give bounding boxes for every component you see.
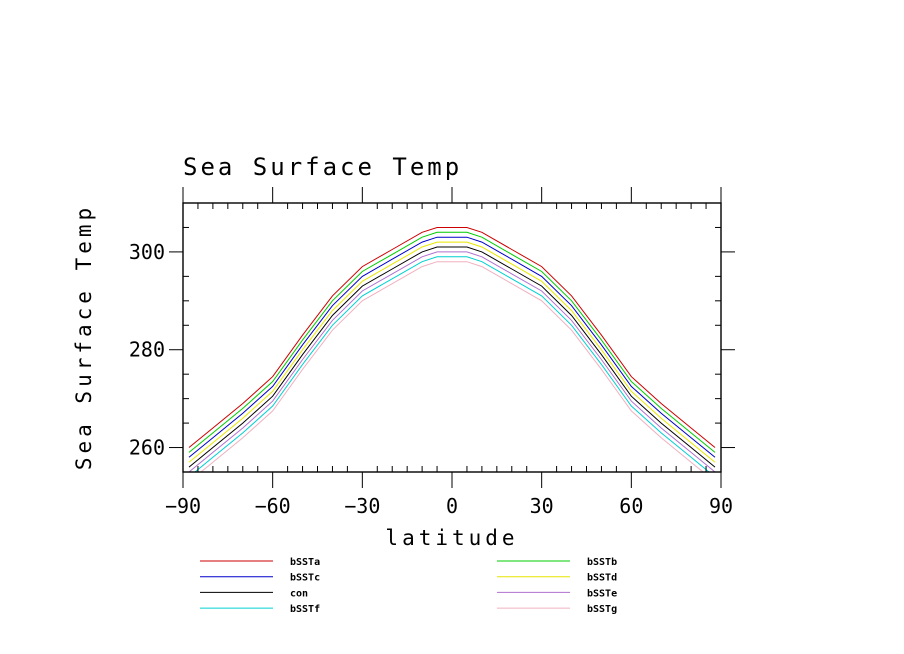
series-line-bSSTg xyxy=(200,261,704,472)
legend-label-bSSTb: bSSTb xyxy=(587,557,617,568)
x-axis-label: latitude xyxy=(385,526,518,550)
x-tick-label: 0 xyxy=(446,494,458,518)
x-tick-label: 90 xyxy=(709,494,733,518)
series-line-bSSTa xyxy=(188,227,716,448)
legend-label-bSSTg: bSSTg xyxy=(587,604,617,615)
legend: bSSTa bSSTc con bSSTf bSSTb bSSTd bSSTe bSSTg xyxy=(200,557,617,615)
series-layer xyxy=(188,227,716,472)
chart-title: Sea Surface Temp xyxy=(183,153,462,181)
x-tick-label: 60 xyxy=(619,494,643,518)
tick-layer xyxy=(169,187,735,488)
legend-label-bSSTf: bSSTf xyxy=(290,604,320,615)
series-line-bSSTe xyxy=(188,251,716,472)
series-line-bSSTb xyxy=(188,231,716,453)
legend-label-bSSTd: bSSTd xyxy=(587,573,617,584)
y-tick-label: 260 xyxy=(129,436,165,460)
y-tick-label: 300 xyxy=(129,240,165,264)
x-tick-label: −30 xyxy=(344,494,380,518)
series-line-bSSTd xyxy=(188,241,716,463)
series-line-bSSTf xyxy=(194,256,710,472)
legend-label-con: con xyxy=(290,588,308,599)
x-tick-label: 30 xyxy=(530,494,554,518)
y-tick-label: 280 xyxy=(129,338,165,362)
legend-label-bSSTe: bSSTe xyxy=(587,588,617,599)
series-line-con xyxy=(188,246,716,468)
y-axis-label: Sea Surface Temp xyxy=(72,204,96,470)
x-tick-label: −60 xyxy=(255,494,291,518)
legend-label-bSSTa: bSSTa xyxy=(290,557,320,568)
tick-label-layer: −90 −60 −30 0 30 60 90 260 280 300 xyxy=(129,240,733,518)
x-tick-label: −90 xyxy=(165,494,201,518)
series-line-bSSTc xyxy=(188,236,716,458)
plot-frame xyxy=(182,202,722,473)
legend-label-bSSTc: bSSTc xyxy=(290,573,320,584)
